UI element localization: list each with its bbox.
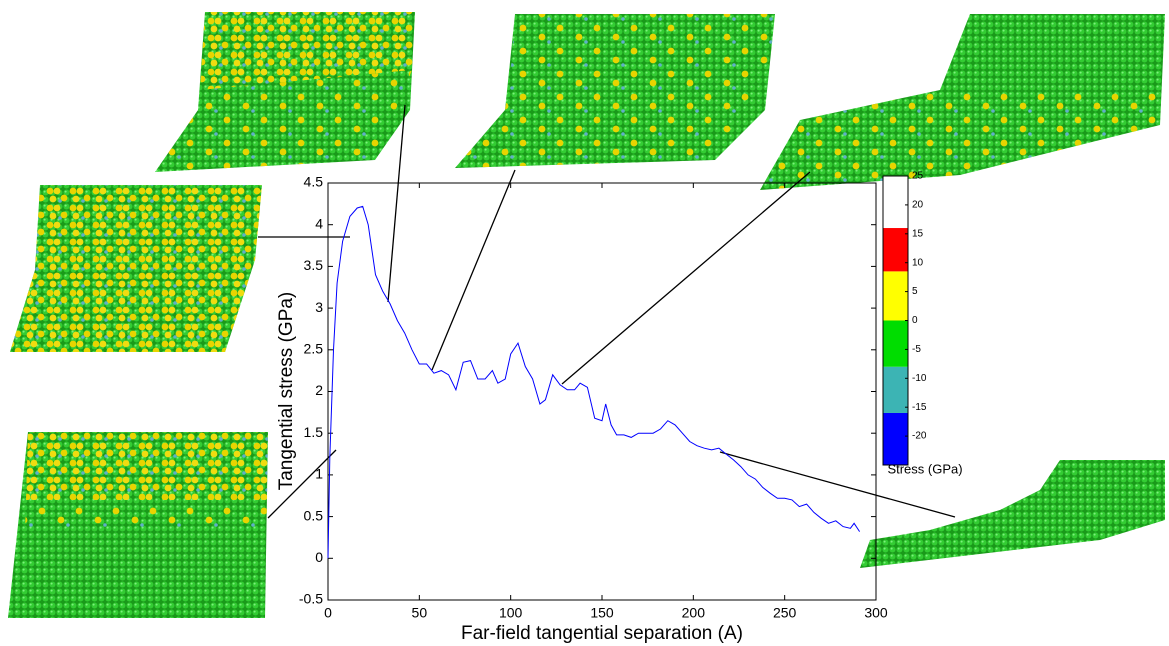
plot-frame	[327, 182, 877, 601]
y-tick-label: 2	[315, 382, 323, 398]
colorbar-band	[883, 412, 908, 465]
snapshot	[8, 432, 268, 618]
snapshot	[760, 14, 1165, 190]
y-tick-label: 4	[315, 215, 323, 231]
colorbar-tick-label: -5	[912, 344, 921, 355]
y-tick-label: 3	[315, 299, 323, 315]
leader-line	[387, 104, 406, 303]
colorbar-tick-label: 5	[912, 286, 918, 297]
colorbar-band	[883, 320, 908, 367]
snapshots	[8, 12, 1165, 618]
x-tick-label: 50	[412, 605, 428, 621]
leader-lines	[258, 104, 956, 519]
y-tick-label: 2.5	[304, 341, 324, 357]
y-tick-label: 1.5	[304, 424, 324, 440]
leader-line	[267, 449, 337, 519]
x-tick-label: 100	[499, 605, 523, 621]
x-tick-label: 200	[682, 605, 706, 621]
y-tick-label: 0.5	[304, 507, 324, 523]
x-tick-label: 0	[324, 605, 332, 621]
leader-line	[431, 169, 516, 371]
snapshot	[10, 185, 262, 352]
colorbar-tick-label: 0	[912, 315, 918, 326]
y-tick-label: -0.5	[299, 591, 323, 607]
colorbar-tick-label: 10	[912, 257, 924, 268]
snapshot	[860, 460, 1165, 568]
y-tick-label: 1	[315, 466, 323, 482]
colorbar-band	[883, 176, 908, 229]
leader-line	[561, 171, 811, 385]
colorbar-tick-label: -15	[912, 402, 927, 413]
y-tick-label: 4.5	[304, 174, 324, 190]
colorbar-tick-label: -20	[912, 431, 927, 442]
y-tick-label: 3.5	[304, 257, 324, 273]
x-tick-label: 250	[773, 605, 797, 621]
x-axis-label: Far-field tangential separation (A)	[461, 623, 743, 644]
colorbar-tick-label: -10	[912, 373, 927, 384]
colorbar-tick-label: 20	[912, 200, 924, 211]
x-tick-label: 300	[864, 605, 888, 621]
y-tick-label: 0	[315, 549, 323, 565]
colorbar-band	[883, 228, 908, 272]
colorbar-tick-label: 25	[912, 171, 924, 182]
snapshot	[455, 14, 775, 168]
leader-line	[719, 451, 956, 518]
colorbar-band	[883, 271, 908, 321]
y-axis-label: Tangential stress (GPa)	[276, 292, 297, 491]
colorbar-tick-label: 15	[912, 228, 924, 239]
stress-line	[327, 205, 861, 559]
x-tick-label: 150	[590, 605, 614, 621]
snapshot	[155, 12, 415, 172]
colorbar-band	[883, 366, 908, 413]
